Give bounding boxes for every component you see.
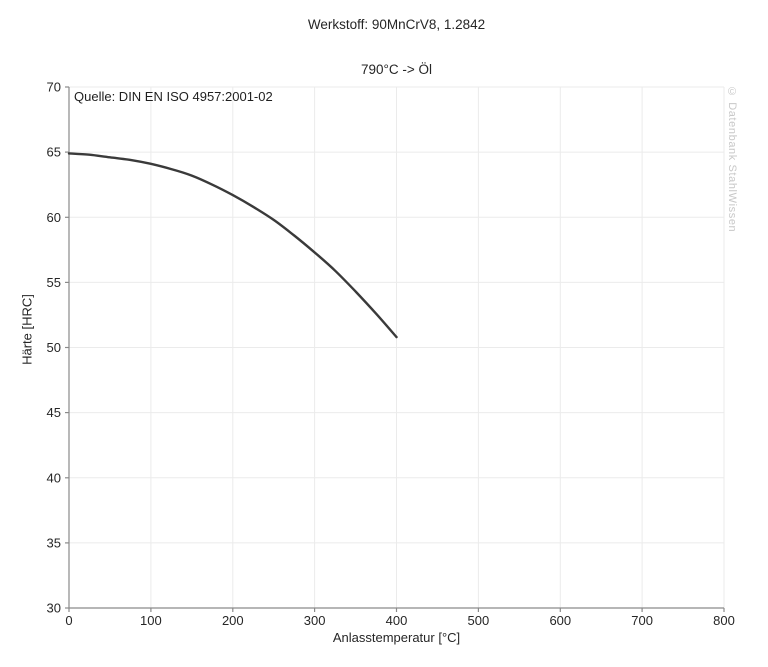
watermark-text: © Datenbank StahlWissen — [726, 86, 738, 233]
chart-title: Werkstoff: 90MnCrV8, 1.2842 — [307, 17, 486, 32]
x-tick-label: 0 — [65, 613, 72, 628]
x-tick-label: 300 — [304, 613, 326, 628]
x-tick-label: 200 — [222, 613, 244, 628]
x-tick-label: 600 — [549, 613, 571, 628]
y-tick-label: 50 — [47, 340, 61, 355]
y-tick-label: 55 — [47, 275, 61, 290]
y-tick-label: 45 — [47, 405, 61, 420]
y-tick-label: 65 — [47, 145, 61, 160]
x-tick-label: 100 — [140, 613, 162, 628]
x-tick-label: 800 — [713, 613, 735, 628]
y-tick-label: 40 — [47, 470, 61, 485]
y-axis-title: Härte [HRC] — [19, 294, 35, 365]
hardness-curve — [67, 152, 398, 339]
x-axis-title: Anlasstemperatur [°C] — [332, 630, 461, 645]
x-tick-label: 400 — [386, 613, 408, 628]
y-tick-label: 60 — [47, 210, 61, 225]
source-annotation: Quelle: DIN EN ISO 4957:2001-02 — [74, 89, 273, 104]
y-tick-label: 70 — [47, 80, 61, 95]
chart-subtitle: 790°C -> Öl — [360, 62, 433, 77]
x-tick-label: 500 — [468, 613, 490, 628]
y-tick-label: 35 — [47, 535, 61, 550]
x-tick-label: 700 — [631, 613, 653, 628]
y-tick-label: 30 — [47, 601, 61, 616]
